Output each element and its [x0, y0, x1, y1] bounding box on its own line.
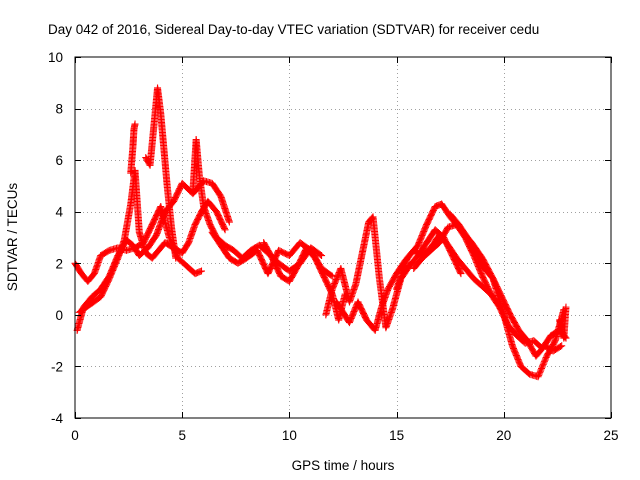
y-axis-label: SDTVAR / TECUs [5, 183, 20, 292]
x-tick-label: 15 [389, 428, 404, 443]
data-point [131, 120, 139, 128]
data-point [558, 342, 566, 350]
data-point [221, 226, 229, 234]
data-point [562, 303, 570, 311]
y-tick-label: -4 [51, 411, 63, 426]
data-point [172, 254, 180, 262]
series-trace-d [127, 120, 139, 177]
x-tick-label: 10 [282, 428, 297, 443]
y-tick-label: 6 [55, 153, 63, 168]
series-trace-n [556, 303, 570, 342]
x-tick-label: 25 [603, 428, 618, 443]
series-trace-m [446, 210, 566, 360]
data-point [327, 271, 335, 279]
chart-title: Day 042 of 2016, Sidereal Day-to-day VTE… [48, 22, 539, 37]
data-point [456, 268, 464, 276]
series-trace-e [142, 84, 180, 262]
series-trace-g [208, 228, 336, 280]
axis-ticks: 0 5 10 15 20 25 -4 -2 0 2 4 6 8 10 [48, 50, 619, 443]
data-point [225, 218, 233, 226]
data-point [457, 270, 465, 278]
y-tick-label: -2 [51, 359, 63, 374]
data-points [71, 84, 570, 381]
plot-frame [74, 56, 612, 419]
x-tick-label: 0 [71, 428, 79, 443]
data-point [556, 343, 564, 351]
y-tick-label: 2 [55, 256, 63, 271]
y-tick-label: 4 [55, 205, 63, 220]
x-axis-label: GPS time / hours [292, 458, 395, 473]
x-tick-label: 5 [178, 428, 186, 443]
data-point [316, 251, 324, 259]
y-tick-label: 0 [55, 308, 63, 323]
y-tick-label: 10 [48, 50, 63, 65]
y-tick-label: 8 [55, 102, 63, 117]
data-point [318, 252, 326, 260]
data-point [220, 224, 228, 232]
x-tick-label: 20 [496, 428, 511, 443]
data-point [197, 267, 205, 275]
